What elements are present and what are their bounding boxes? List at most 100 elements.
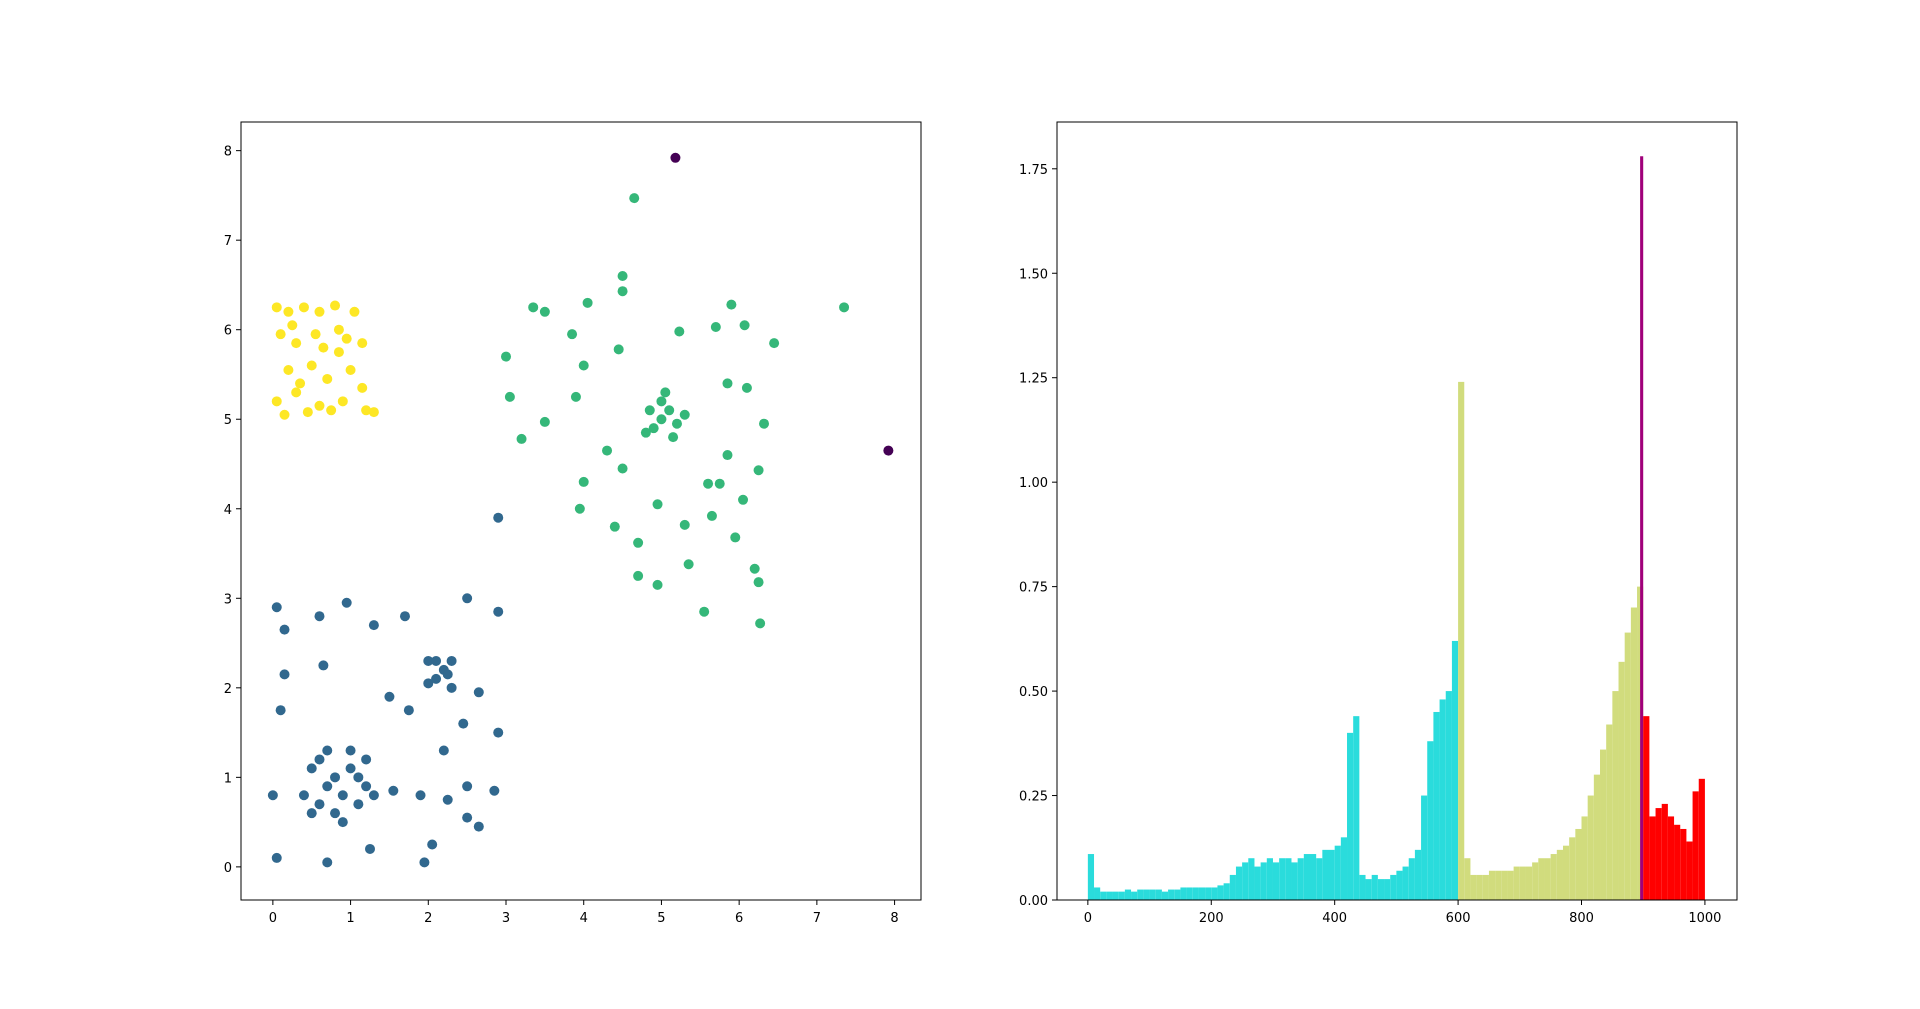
point <box>345 763 356 774</box>
point <box>706 510 717 521</box>
point <box>271 396 282 407</box>
bar <box>1640 156 1644 900</box>
bar <box>1458 381 1465 900</box>
point <box>446 655 457 666</box>
x-tick-label: 400 <box>1322 911 1347 926</box>
point <box>415 790 426 801</box>
point <box>652 499 663 510</box>
bar <box>1550 854 1557 900</box>
point <box>291 338 302 349</box>
point <box>322 373 333 384</box>
point <box>660 387 671 398</box>
bar <box>1334 845 1341 900</box>
point <box>578 476 589 487</box>
point <box>279 669 290 680</box>
point <box>679 519 690 530</box>
x-tick-label: 2 <box>424 911 432 926</box>
point <box>442 669 453 680</box>
point <box>730 532 741 543</box>
point <box>644 405 655 416</box>
point <box>683 559 694 570</box>
point <box>287 320 298 331</box>
bar <box>1532 862 1539 900</box>
point <box>345 364 356 375</box>
bar <box>1643 716 1650 900</box>
bar <box>1340 837 1348 900</box>
point <box>738 494 749 505</box>
point <box>322 781 333 792</box>
point <box>755 618 766 629</box>
point <box>275 329 286 340</box>
point <box>337 396 348 407</box>
bar <box>1674 824 1681 900</box>
bar <box>1421 795 1428 900</box>
point <box>431 655 442 666</box>
bar <box>1322 849 1329 900</box>
point <box>458 718 469 729</box>
point <box>295 378 306 389</box>
y-tick-label: 7 <box>224 234 232 249</box>
x-tick-label: 7 <box>813 911 821 926</box>
bar <box>1303 854 1310 900</box>
point <box>275 705 286 716</box>
bar <box>1390 874 1397 900</box>
point <box>361 754 372 765</box>
point <box>368 620 379 631</box>
point <box>298 790 309 801</box>
point <box>674 326 685 337</box>
y-tick-label: 1.50 <box>1019 267 1048 282</box>
x-tick-label: 800 <box>1569 911 1594 926</box>
point <box>279 409 290 420</box>
point <box>640 427 651 438</box>
bar <box>1235 866 1243 900</box>
point <box>365 843 376 854</box>
subplot: 0 200 400 600 800 1000 0.00 0.25 0.50 0.75 1.00 1.2… <box>1019 121 1738 926</box>
point <box>357 382 368 393</box>
axes-frame <box>240 121 922 901</box>
x-tick-label: 8 <box>890 911 898 926</box>
point <box>539 416 550 427</box>
point <box>567 329 578 340</box>
bar <box>1470 874 1477 900</box>
bar <box>1168 889 1175 900</box>
bar <box>1680 828 1687 900</box>
bar <box>1266 858 1273 900</box>
point <box>671 418 682 429</box>
point <box>388 785 399 796</box>
bar <box>1161 891 1169 900</box>
bar <box>1612 691 1619 900</box>
point <box>442 794 453 805</box>
point <box>633 570 644 581</box>
point <box>504 391 515 402</box>
point <box>337 817 348 828</box>
point <box>839 302 850 313</box>
point <box>473 687 484 698</box>
point <box>423 678 434 689</box>
point <box>423 655 434 666</box>
point <box>306 808 317 819</box>
bar <box>1667 816 1675 900</box>
point <box>302 407 313 418</box>
bar <box>1686 841 1693 900</box>
point <box>473 821 484 832</box>
point <box>617 463 628 474</box>
bar <box>1180 887 1187 900</box>
bar <box>1229 874 1236 900</box>
point <box>722 378 733 389</box>
point <box>462 593 473 604</box>
bar <box>1593 774 1601 900</box>
bar <box>1371 874 1378 900</box>
bar <box>1655 808 1662 900</box>
point <box>668 432 679 443</box>
point <box>446 682 457 693</box>
bar <box>1279 858 1286 900</box>
bar <box>1464 858 1471 900</box>
bar <box>1377 879 1385 900</box>
bar <box>1451 640 1459 900</box>
point <box>310 329 321 340</box>
point <box>699 606 710 617</box>
bar <box>1661 803 1668 900</box>
point <box>759 418 770 429</box>
point <box>670 152 681 163</box>
